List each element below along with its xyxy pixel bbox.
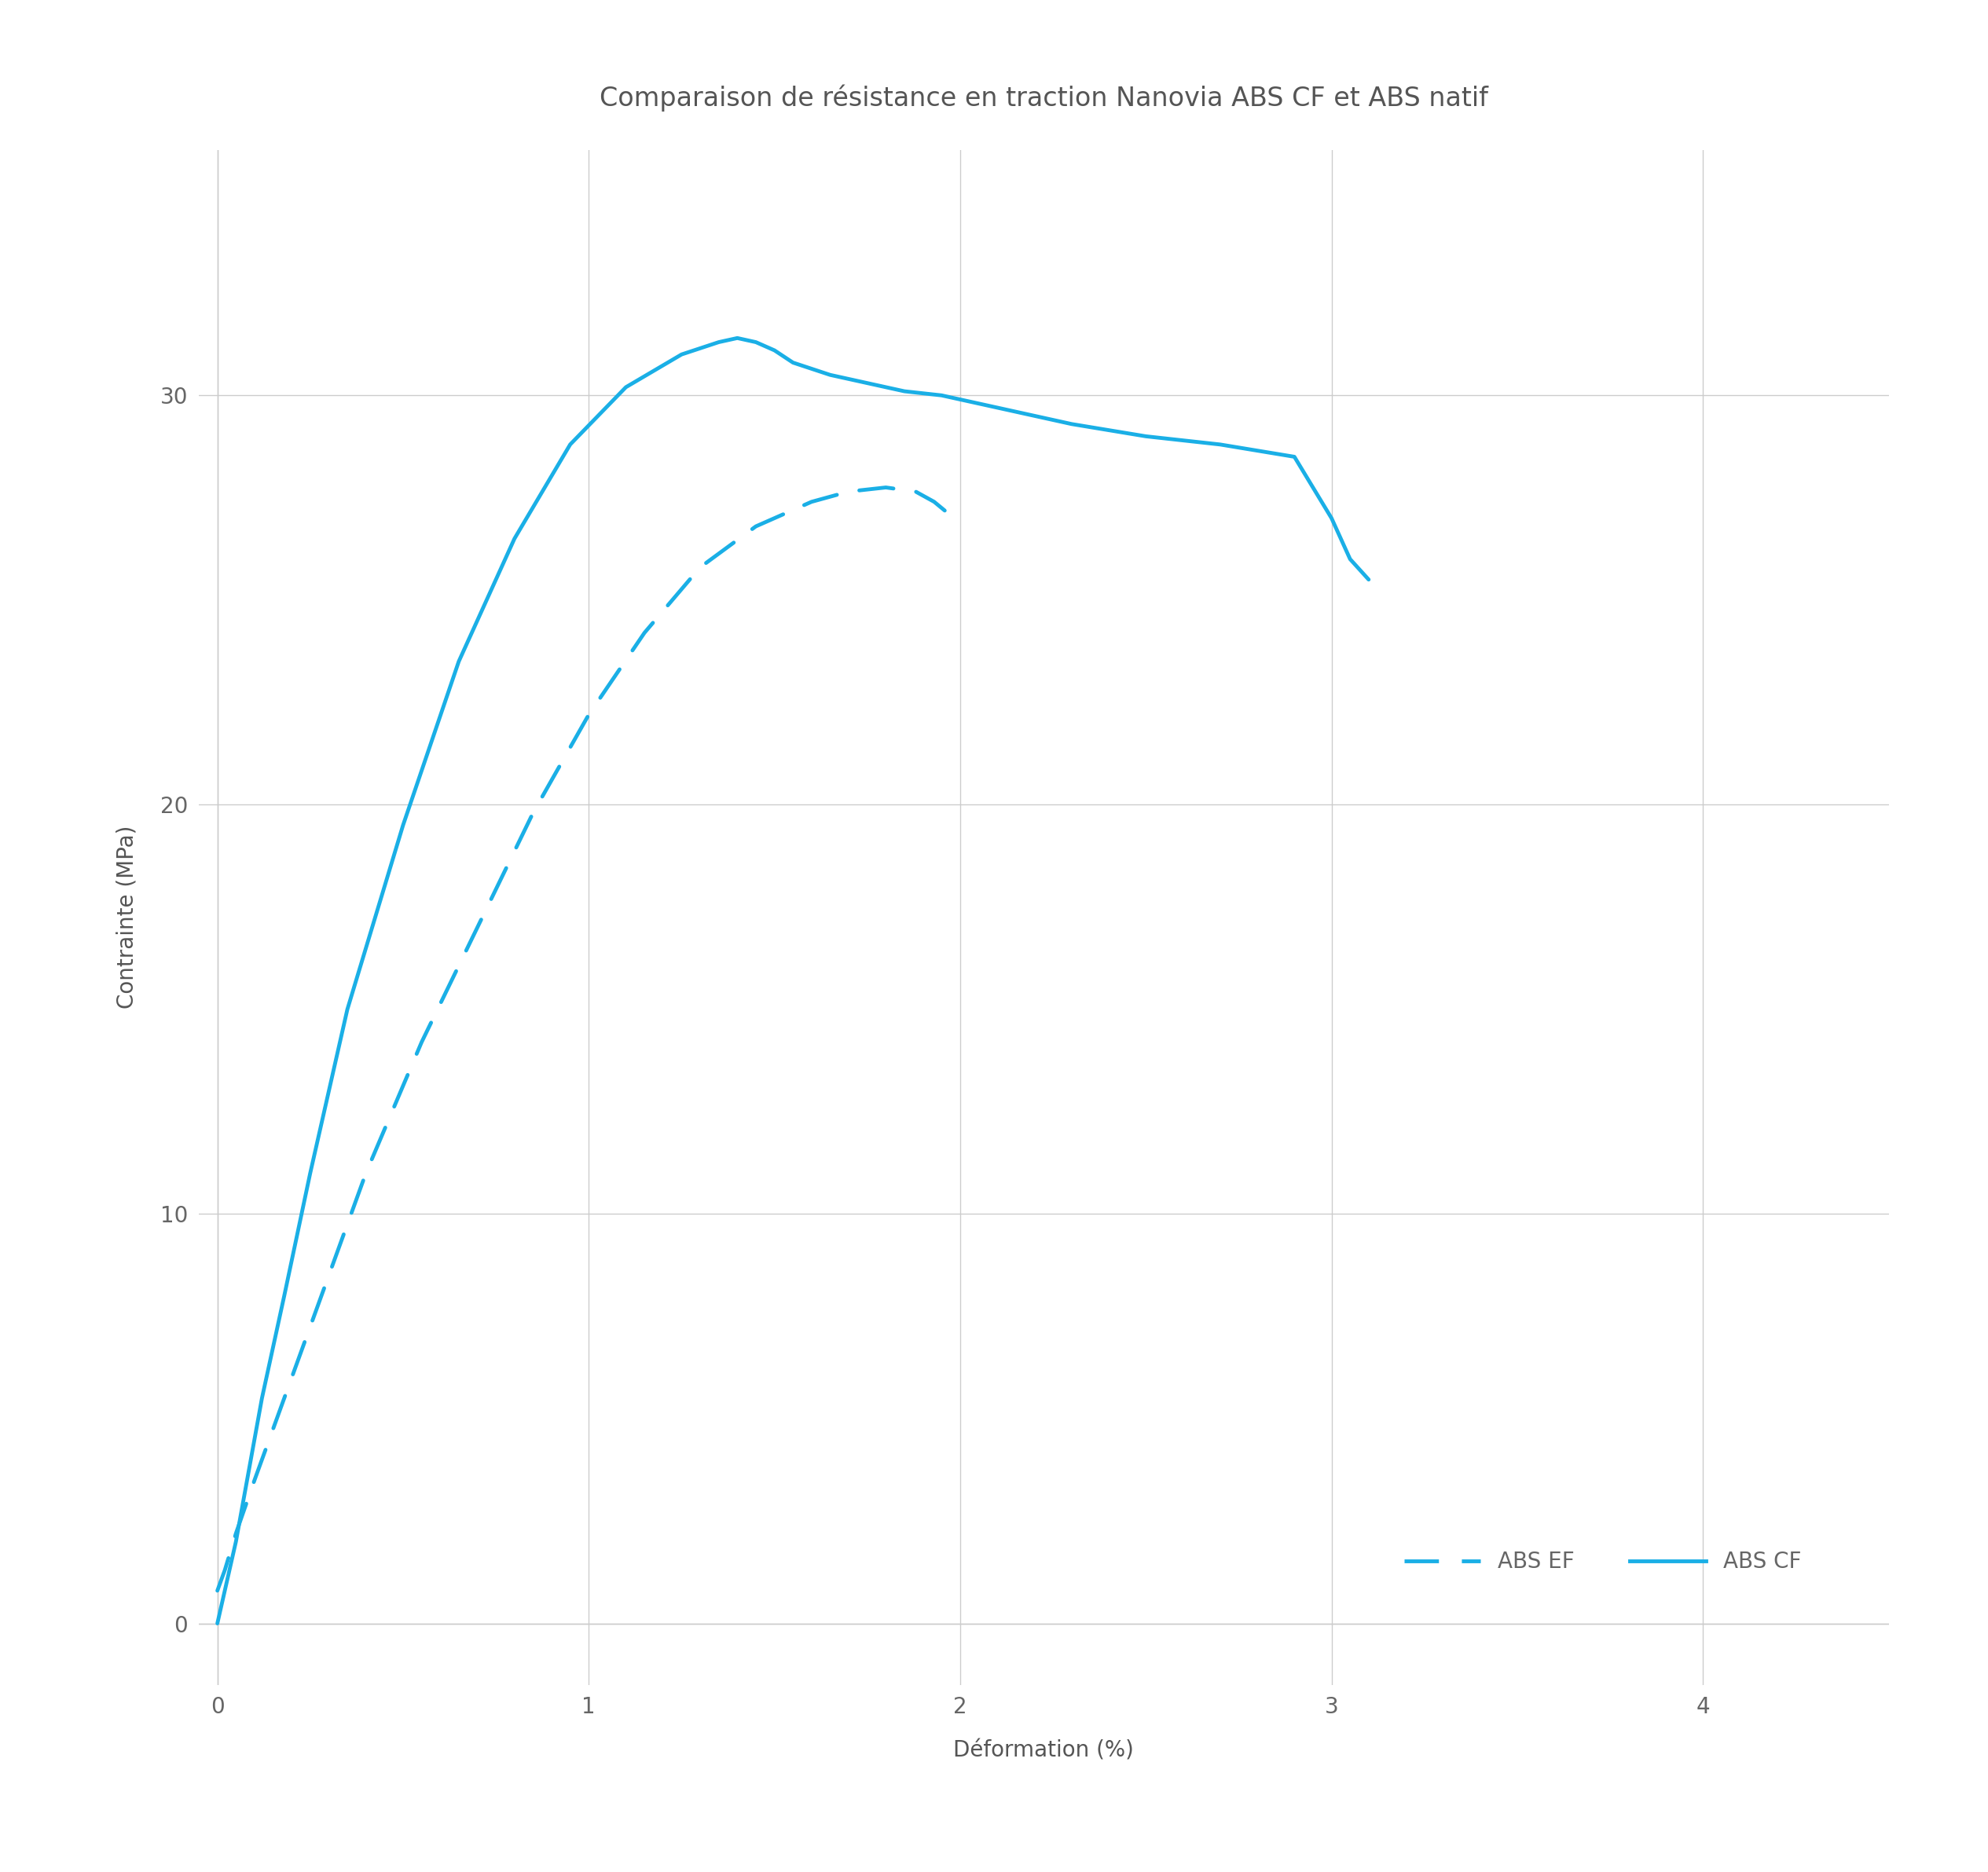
Y-axis label: Contrainte (MPa): Contrainte (MPa) bbox=[115, 826, 137, 1009]
X-axis label: Déformation (%): Déformation (%) bbox=[954, 1739, 1133, 1762]
Title: Comparaison de résistance en traction Nanovia ABS CF et ABS natif: Comparaison de résistance en traction Na… bbox=[600, 84, 1487, 112]
Legend: ABS EF, ABS CF: ABS EF, ABS CF bbox=[1396, 1543, 1811, 1582]
